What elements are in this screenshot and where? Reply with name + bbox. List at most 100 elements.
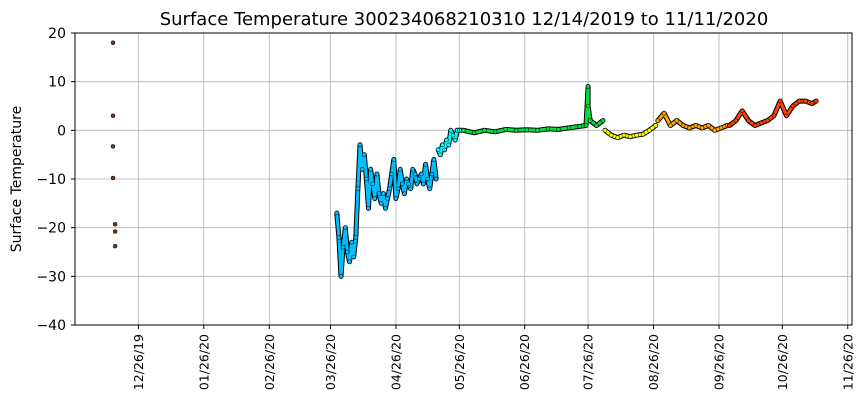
x-tick-label: 10/26/20 <box>775 334 790 390</box>
data-point <box>355 186 361 191</box>
data-point <box>351 254 356 260</box>
data-point <box>545 126 551 132</box>
x-tick-label: 02/26/20 <box>262 334 277 390</box>
data-point <box>425 176 430 182</box>
data-point <box>414 181 420 187</box>
data-point <box>389 171 394 177</box>
data-point <box>674 118 680 123</box>
data-point <box>110 113 116 118</box>
data-series <box>461 84 606 136</box>
y-tick-label: 10 <box>48 75 66 91</box>
data-point <box>343 225 348 230</box>
data-point <box>739 108 745 114</box>
data-point <box>602 128 608 133</box>
data-point <box>402 191 407 196</box>
data-series <box>435 127 464 158</box>
y-tick-label: −30 <box>36 269 66 285</box>
data-point <box>733 118 739 123</box>
x-tick-label: 06/26/20 <box>517 334 532 390</box>
data-point <box>435 147 441 153</box>
data-series <box>727 98 819 128</box>
data-point <box>448 128 454 133</box>
data-point <box>412 171 418 177</box>
series-layer <box>110 40 819 279</box>
data-point <box>442 147 447 153</box>
data-point <box>746 118 751 123</box>
data-point <box>397 167 403 172</box>
data-point <box>784 113 789 118</box>
data-point <box>813 98 819 104</box>
data-point <box>408 186 413 191</box>
data-point <box>395 186 401 191</box>
data-point <box>514 128 519 133</box>
data-point <box>404 176 409 182</box>
data-point <box>803 98 808 104</box>
data-point <box>809 101 815 106</box>
x-tick-label: 08/26/20 <box>646 334 661 390</box>
data-point <box>706 123 711 128</box>
data-point <box>699 125 705 131</box>
data-point <box>446 142 451 148</box>
data-point <box>640 131 646 137</box>
data-point <box>452 137 458 143</box>
data-point <box>112 222 118 227</box>
x-axis: 12/26/19 01/26/20 02/26/20 03/26/20 04/26/20… <box>131 325 855 390</box>
data-point <box>621 132 627 138</box>
y-axis-label: Surface Temperature <box>9 106 25 252</box>
data-point <box>482 128 487 133</box>
data-point <box>712 128 718 133</box>
data-point <box>416 176 422 182</box>
data-point <box>765 118 770 123</box>
data-point <box>374 171 380 177</box>
series-line <box>462 85 605 135</box>
data-point <box>577 124 582 129</box>
data-point <box>609 132 614 138</box>
data-point <box>680 123 686 128</box>
data-point <box>471 130 477 136</box>
data-point <box>771 113 777 118</box>
data-point <box>693 123 699 128</box>
data-point <box>492 129 498 135</box>
data-series <box>655 110 730 133</box>
data-point <box>796 98 802 104</box>
data-point <box>661 111 667 116</box>
x-tick-label: 09/26/20 <box>711 334 726 390</box>
x-tick-label: 07/26/20 <box>581 334 596 390</box>
data-point <box>727 123 732 128</box>
data-point <box>366 205 371 211</box>
data-point <box>653 123 658 128</box>
x-tick-label: 01/26/20 <box>196 334 211 390</box>
data-point <box>440 142 445 148</box>
data-point <box>583 123 589 128</box>
data-point <box>503 127 508 132</box>
data-point <box>353 235 359 240</box>
data-point <box>427 186 432 191</box>
data-point <box>450 132 456 138</box>
data-point <box>349 240 354 245</box>
data-point <box>438 152 443 157</box>
data-point <box>340 244 346 250</box>
data-point <box>777 98 783 104</box>
data-point <box>338 274 344 279</box>
data-point <box>357 142 363 148</box>
data-point <box>421 181 426 187</box>
data-point <box>655 118 660 123</box>
data-point <box>372 196 378 201</box>
data-point <box>566 125 572 131</box>
data-point <box>594 123 599 128</box>
data-point <box>429 171 435 177</box>
data-point <box>790 103 796 109</box>
data-point <box>385 196 390 201</box>
data-point <box>383 205 388 211</box>
series-line <box>436 128 463 157</box>
data-point <box>359 167 365 172</box>
data-point <box>419 171 424 177</box>
data-point <box>461 128 466 133</box>
data-point <box>535 128 540 133</box>
x-tick-label: 12/26/19 <box>131 334 146 390</box>
data-point <box>362 152 367 157</box>
data-point <box>112 229 118 234</box>
data-point <box>410 167 416 172</box>
data-point <box>364 176 369 182</box>
